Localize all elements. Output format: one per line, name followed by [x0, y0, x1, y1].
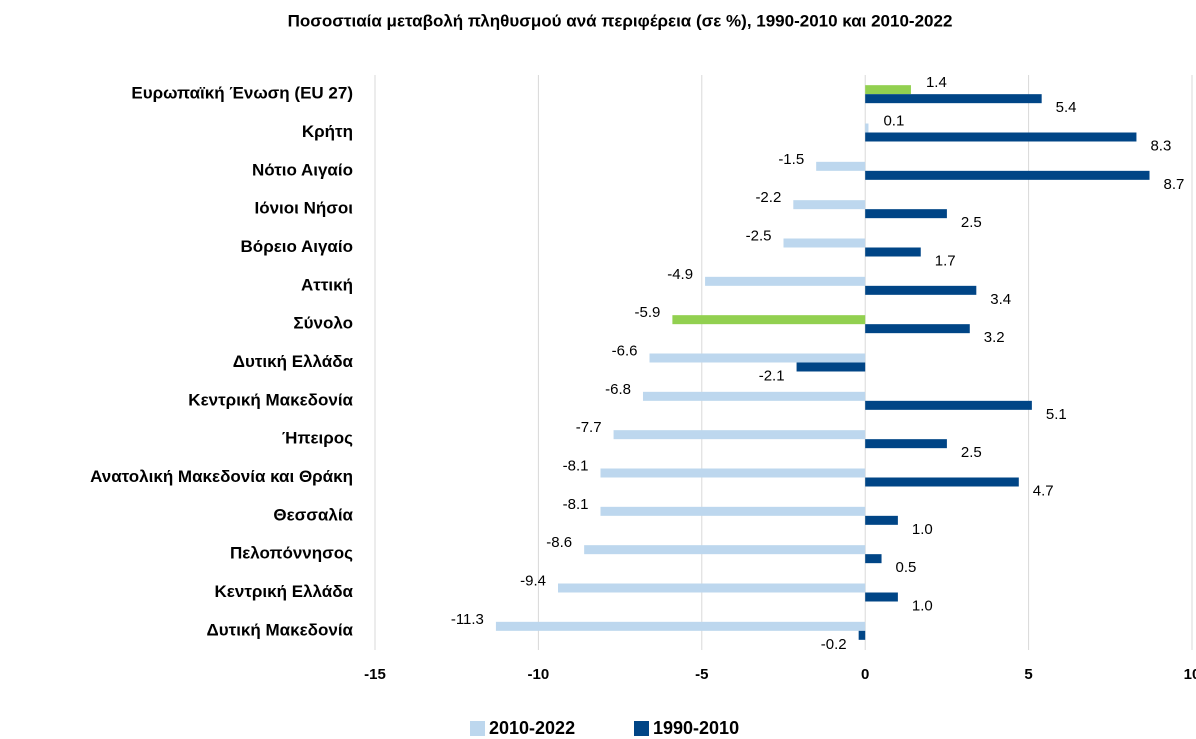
category-label: Αττική	[301, 275, 353, 294]
value-label: 1.7	[935, 252, 956, 269]
bar	[600, 468, 866, 478]
value-label: -2.1	[759, 367, 785, 384]
value-label: -1.5	[778, 151, 804, 168]
category-label: Θεσσαλία	[273, 505, 353, 524]
bar	[865, 170, 1150, 180]
x-tick-label: 10	[1184, 666, 1196, 683]
bar	[865, 132, 1137, 142]
x-tick-label: -5	[695, 666, 708, 683]
category-label: Σύνολο	[293, 314, 353, 333]
value-label: -6.8	[605, 381, 631, 398]
bar	[793, 200, 866, 210]
value-label: 0.5	[896, 559, 917, 576]
category-label: Πελοπόννησος	[230, 544, 353, 563]
value-label: 5.1	[1046, 406, 1067, 423]
value-label: 5.4	[1056, 99, 1077, 116]
value-label: 2.5	[961, 214, 982, 231]
value-label: 3.2	[984, 329, 1005, 346]
bar	[865, 285, 977, 295]
bar	[865, 123, 869, 133]
x-tick-label: -15	[364, 666, 386, 683]
legend-label: 2010-2022	[489, 718, 575, 738]
bar	[865, 324, 970, 334]
value-label: -8.1	[563, 496, 589, 513]
bar	[865, 400, 1032, 410]
bar	[495, 621, 866, 631]
value-label: 8.3	[1150, 137, 1171, 154]
value-label: -5.9	[635, 304, 661, 321]
value-label: -7.7	[576, 419, 602, 436]
category-label: Κρήτη	[302, 122, 353, 141]
bar	[649, 353, 866, 363]
bar	[783, 238, 866, 248]
legend-swatch	[634, 721, 649, 736]
bar	[600, 506, 866, 516]
bar	[558, 583, 866, 593]
bar	[672, 315, 866, 325]
category-label: Ήπειρος	[282, 429, 353, 448]
value-label: 2.5	[961, 444, 982, 461]
bar	[858, 630, 866, 640]
bar	[613, 430, 866, 440]
value-label: 3.4	[990, 291, 1011, 308]
value-label: -9.4	[520, 572, 546, 589]
x-tick-label: 5	[1024, 666, 1032, 683]
value-label: -8.6	[546, 534, 572, 551]
value-label: -2.5	[746, 227, 772, 244]
category-label: Δυτική Ελλάδα	[233, 352, 354, 371]
legend-swatch	[470, 721, 485, 736]
value-label: -6.6	[612, 342, 638, 359]
category-label: Βόρειο Αιγαίο	[241, 237, 353, 256]
category-label: Κεντρική Μακεδονία	[188, 390, 353, 409]
value-label: -2.2	[755, 189, 781, 206]
bar	[865, 592, 898, 602]
legend-label: 1990-2010	[653, 718, 739, 738]
value-label: 1.4	[926, 74, 947, 91]
value-label: -4.9	[667, 266, 693, 283]
bar	[584, 545, 866, 555]
value-label: 4.7	[1033, 482, 1054, 499]
chart-title: Ποσοστιαία μεταβολή πληθυσμού ανά περιφέ…	[288, 11, 953, 30]
bar	[865, 85, 911, 95]
value-label: 0.1	[883, 112, 904, 129]
bar	[865, 439, 947, 449]
bar	[865, 94, 1042, 104]
value-label: 1.0	[912, 521, 933, 538]
bar	[816, 161, 866, 171]
bar	[865, 554, 882, 564]
bar	[865, 515, 898, 525]
x-tick-label: 0	[861, 666, 869, 683]
value-label: 1.0	[912, 597, 933, 614]
value-label: -8.1	[563, 457, 589, 474]
bar	[865, 209, 947, 219]
x-tick-label: -10	[528, 666, 550, 683]
value-label: -0.2	[821, 636, 847, 653]
category-label: Ανατολική Μακεδονία και Θράκη	[90, 467, 353, 486]
category-label: Κεντρική Ελλάδα	[215, 582, 354, 601]
category-label: Ευρωπαϊκή Ένωση (EU 27)	[131, 84, 353, 103]
bar	[642, 391, 866, 401]
bar	[865, 247, 921, 257]
bar	[705, 276, 866, 286]
category-label: Ιόνιοι Νήσοι	[254, 199, 353, 218]
value-label: 8.7	[1164, 176, 1185, 193]
bar	[796, 362, 866, 372]
category-label: Νότιο Αιγαίο	[252, 160, 353, 179]
bar	[865, 477, 1019, 487]
value-label: -11.3	[451, 611, 484, 628]
category-label: Δυτική Μακεδονία	[207, 620, 354, 639]
